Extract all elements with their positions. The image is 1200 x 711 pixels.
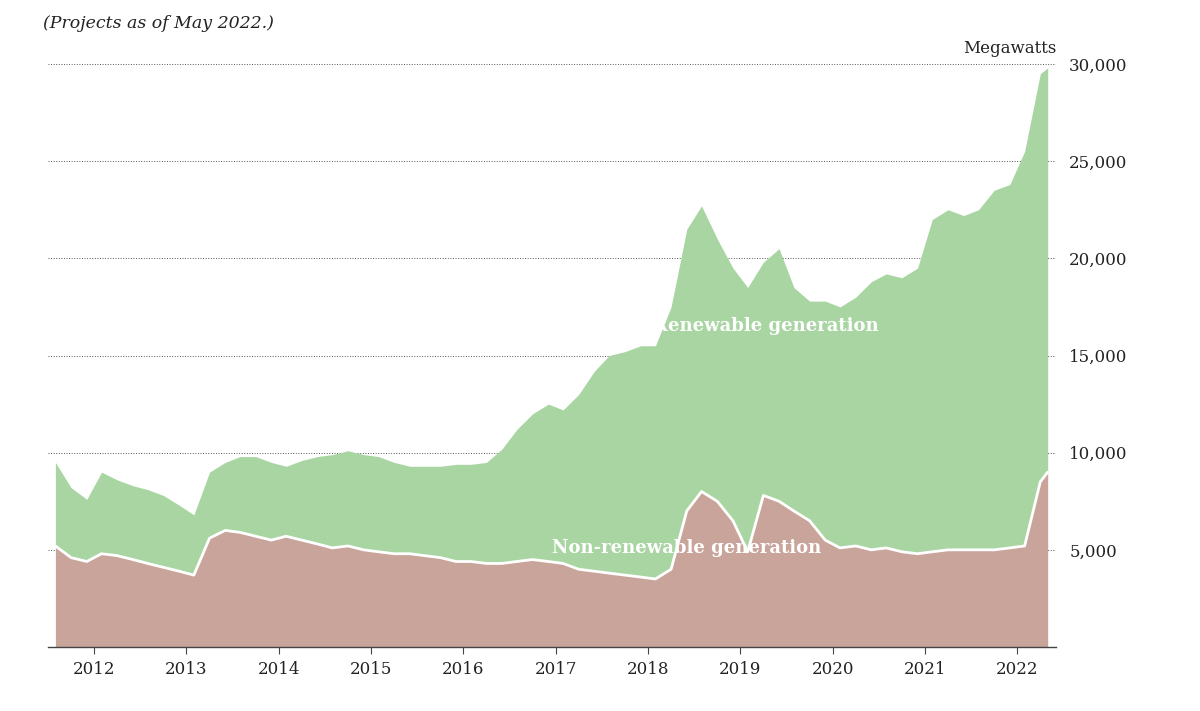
Text: Renewable generation: Renewable generation [653,317,878,336]
Text: Megawatts: Megawatts [962,40,1056,57]
Text: Non-renewable generation: Non-renewable generation [552,539,821,557]
Text: (Projects as of May 2022.): (Projects as of May 2022.) [43,15,274,32]
